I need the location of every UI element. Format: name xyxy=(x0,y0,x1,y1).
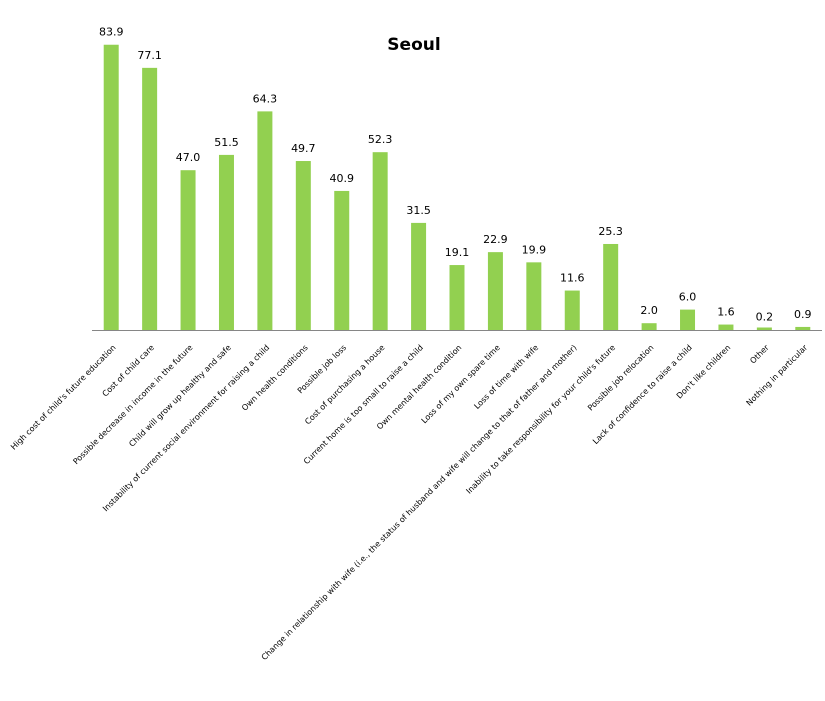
bar xyxy=(680,309,696,330)
bar xyxy=(295,161,311,330)
bar xyxy=(526,262,542,330)
bar xyxy=(372,152,388,330)
value-label: 51.5 xyxy=(214,136,239,149)
bar xyxy=(795,326,811,330)
category-label: Own health conditions xyxy=(240,343,310,413)
value-label: 31.5 xyxy=(406,204,431,217)
value-label: 1.6 xyxy=(717,306,735,319)
chart-title: Seoul xyxy=(387,35,440,55)
value-label: 6.0 xyxy=(679,291,697,304)
value-label: 2.0 xyxy=(640,304,658,317)
value-label: 77.1 xyxy=(137,49,162,62)
bar xyxy=(487,252,503,330)
value-label: 52.3 xyxy=(368,133,393,146)
bar xyxy=(334,190,350,330)
value-label: 83.9 xyxy=(99,26,124,39)
bars-group xyxy=(103,44,811,331)
value-labels-group: 83.9 77.1 47.0 51.5 64.3 49.7 40.9 52.3 31.5 19.1… xyxy=(99,26,812,324)
bar xyxy=(142,67,158,331)
value-label: 19.1 xyxy=(445,246,470,259)
bar xyxy=(564,290,580,330)
bar xyxy=(641,323,657,330)
bar xyxy=(103,44,119,331)
value-label: 64.3 xyxy=(253,92,278,105)
value-label: 47.0 xyxy=(176,151,201,164)
category-label: Cost of purchasing a house xyxy=(303,343,386,426)
category-label: Other xyxy=(748,343,771,366)
bar xyxy=(718,324,734,330)
bar xyxy=(449,265,465,330)
value-label: 11.6 xyxy=(560,272,585,285)
bar xyxy=(180,170,196,330)
value-label: 0.2 xyxy=(756,310,774,323)
bar xyxy=(257,111,273,330)
value-label: 0.9 xyxy=(794,308,812,321)
bar xyxy=(411,222,427,330)
category-labels-group: High cost of child's future educationCos… xyxy=(9,343,810,662)
value-label: 25.3 xyxy=(598,225,623,238)
category-label: Loss of my own spare time xyxy=(420,343,502,425)
value-label: 22.9 xyxy=(483,233,508,246)
category-label: Inability to take responsibility for you… xyxy=(464,343,617,496)
category-label: Possible job relocation xyxy=(586,343,655,412)
bar xyxy=(756,327,772,330)
category-label: Loss of time with wife xyxy=(472,343,540,411)
value-label: 49.7 xyxy=(291,142,316,155)
bar xyxy=(218,154,234,330)
bar xyxy=(603,243,619,330)
value-label: 19.9 xyxy=(522,243,547,256)
value-label: 40.9 xyxy=(329,172,354,185)
